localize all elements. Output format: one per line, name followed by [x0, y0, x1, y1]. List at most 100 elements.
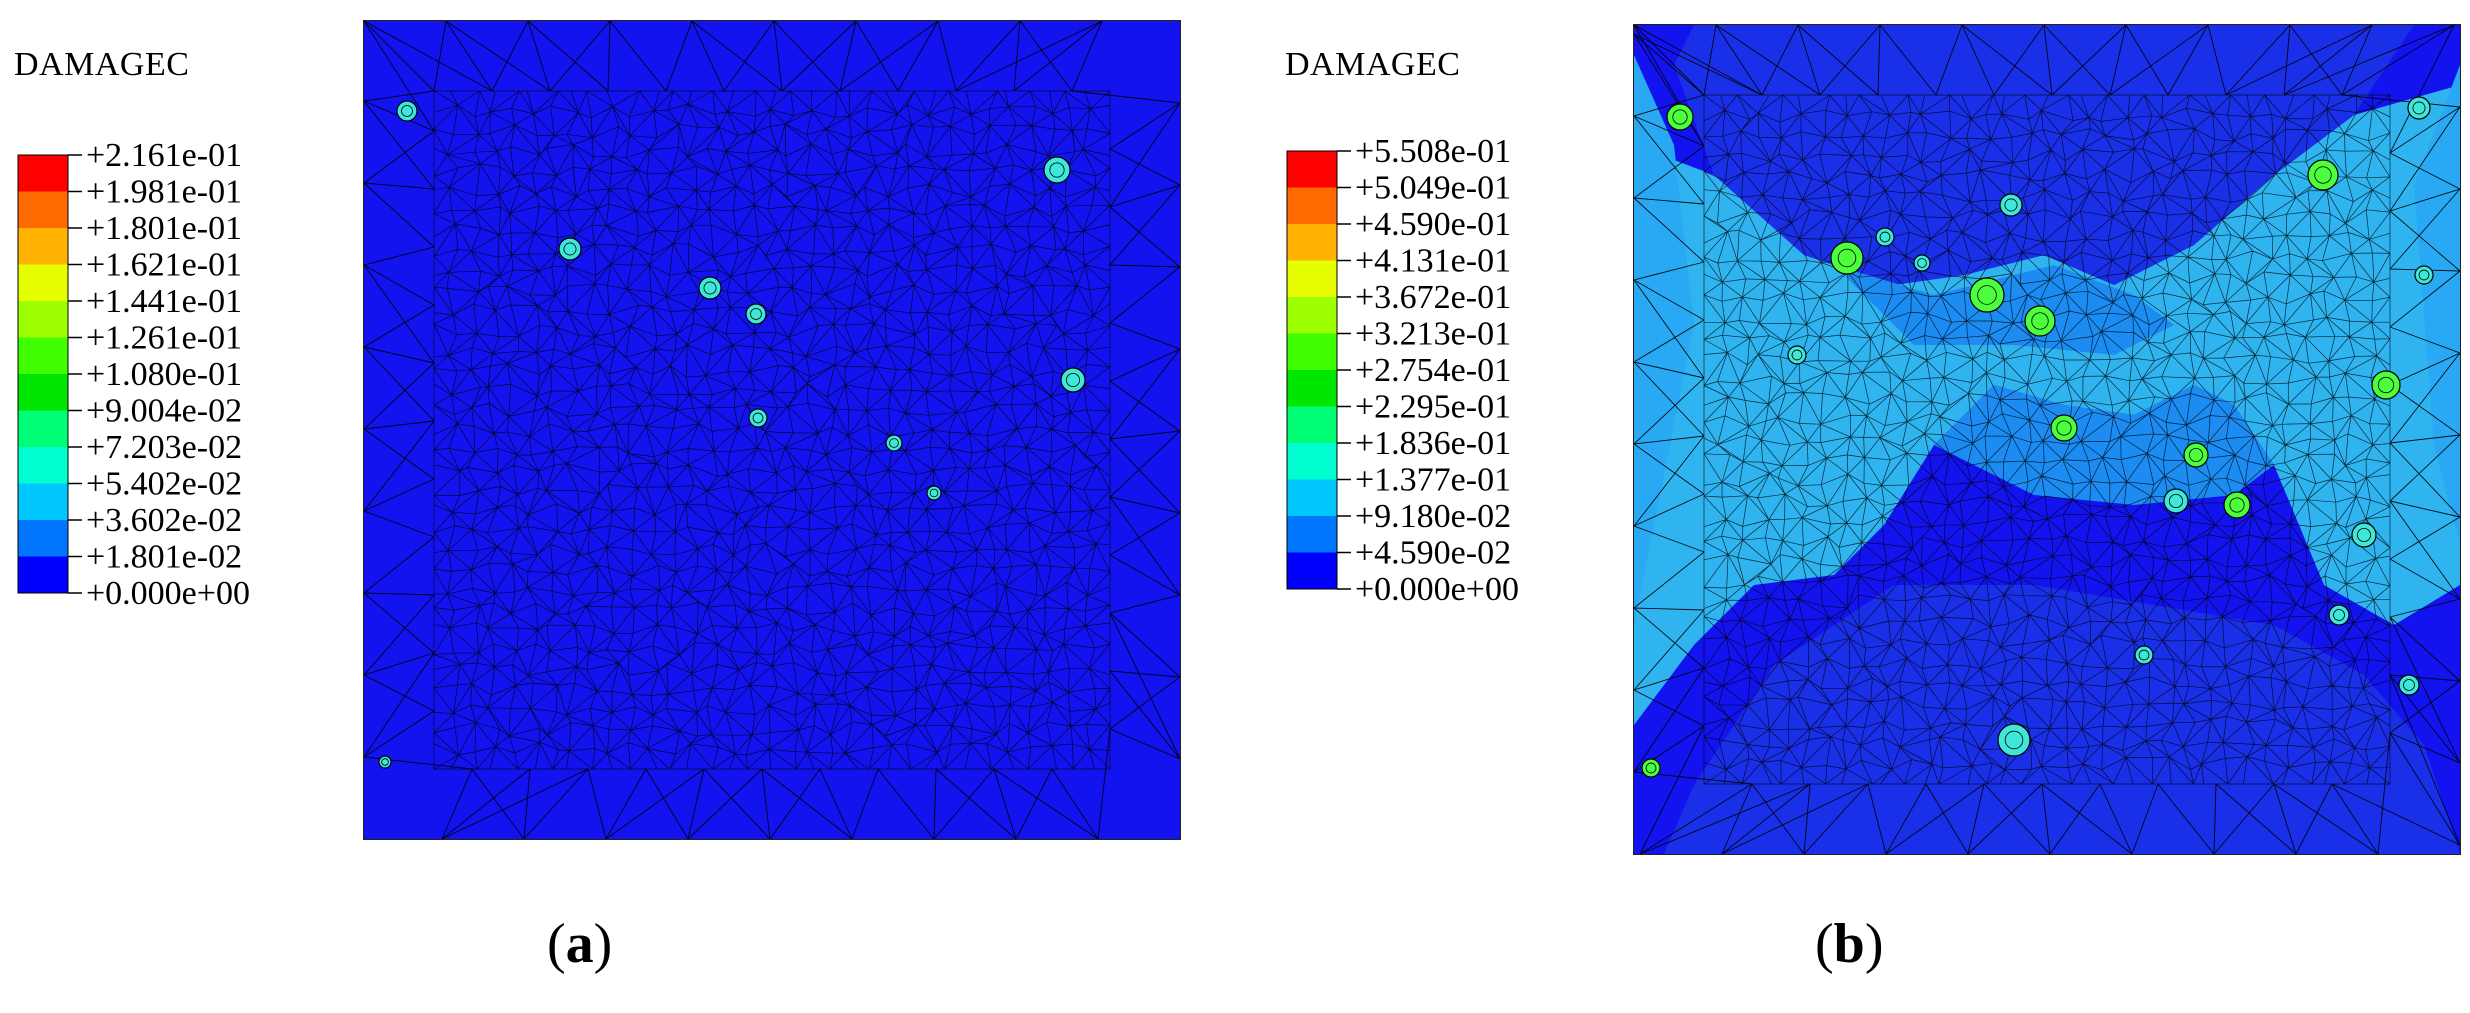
mesh-fine-elements — [1703, 94, 2391, 785]
inclusion — [1913, 254, 1931, 272]
legend-label: +1.836e-01 — [1355, 425, 1511, 462]
legend-title: DAMAGEC — [14, 46, 190, 83]
inclusion — [1969, 277, 2005, 313]
mesh-edges — [1634, 25, 2460, 854]
legend-swatch — [1287, 479, 1337, 516]
inclusion-core — [2333, 609, 2345, 621]
inclusion — [2223, 491, 2251, 519]
inclusion — [1875, 227, 1895, 247]
inclusion-core — [2314, 166, 2332, 184]
inclusion-core — [889, 438, 899, 448]
legend-label: +0.000e+00 — [86, 575, 250, 612]
figure-panel-b: DAMAGEC +5.508e-01 +5.049e-01 +4.590e-01 +4… — [1235, 0, 2470, 1013]
undamaged-region — [1934, 385, 2274, 505]
legend-swatch — [18, 374, 68, 411]
legend-label: +1.441e-01 — [86, 283, 242, 320]
inclusion — [926, 485, 942, 501]
legend-label: +1.261e-01 — [86, 320, 242, 357]
damage-region-light — [1634, 85, 2460, 725]
legend-label: +5.508e-01 — [1355, 133, 1511, 170]
legend-swatch — [18, 483, 68, 520]
legend-title: DAMAGEC — [1285, 46, 1461, 83]
inclusion-core — [1917, 258, 1927, 268]
inclusion — [2328, 604, 2350, 626]
inclusion — [2407, 96, 2431, 120]
inclusion-core — [381, 758, 389, 766]
inclusion — [1830, 241, 1864, 275]
legend-label: +2.295e-01 — [1355, 389, 1511, 426]
legend-label: +2.754e-01 — [1355, 352, 1511, 389]
legend-swatch — [1287, 516, 1337, 553]
legend-swatch — [18, 228, 68, 265]
legend-label: +9.004e-02 — [86, 393, 242, 430]
legend-swatch — [18, 556, 68, 593]
inclusion — [2024, 305, 2056, 337]
inclusion-core — [2418, 269, 2430, 281]
mesh-border-elements — [1634, 25, 2460, 854]
legend-swatch — [1287, 224, 1337, 261]
panel-caption: (a) — [547, 913, 613, 975]
legend-swatch — [18, 191, 68, 228]
legend-label: +5.049e-01 — [1355, 170, 1511, 207]
legend-label: +3.602e-02 — [86, 502, 242, 539]
legend-swatch — [1287, 370, 1337, 407]
inclusion — [2307, 159, 2339, 191]
legend-swatch — [1287, 333, 1337, 370]
inclusion-core — [563, 242, 577, 256]
undamaged-region — [1834, 265, 2174, 355]
inclusion — [2398, 674, 2420, 696]
inclusion-core — [2403, 679, 2415, 691]
legend-label: +3.213e-01 — [1355, 316, 1511, 353]
legend-label: +1.621e-01 — [86, 247, 242, 284]
legend-swatch — [18, 337, 68, 374]
inclusion — [1999, 193, 2023, 217]
color-legend: +5.508e-01+5.049e-01+4.590e-01+4.131e-01… — [1286, 133, 1519, 608]
legend-label: +9.180e-02 — [1355, 498, 1511, 535]
legend-label: +2.161e-01 — [86, 137, 242, 174]
inclusion-core — [2189, 447, 2204, 462]
inclusion-core — [1879, 231, 1891, 243]
inclusion — [378, 755, 392, 769]
legend-swatch — [18, 264, 68, 301]
legend-label: +1.080e-01 — [86, 356, 242, 393]
inclusion-core — [1066, 372, 1081, 387]
inclusion — [558, 237, 582, 261]
inclusion — [1666, 103, 1694, 131]
inclusion — [2183, 442, 2209, 468]
color-legend: +2.161e-01+1.981e-01+1.801e-01+1.621e-01… — [17, 137, 250, 612]
inclusion-core — [1791, 349, 1803, 361]
inclusion — [698, 276, 722, 300]
legend-swatch — [18, 447, 68, 484]
legend-swatch — [18, 410, 68, 447]
legend-label: +4.131e-01 — [1355, 243, 1511, 280]
inclusion-core — [1837, 248, 1857, 268]
inclusion-core — [2377, 376, 2395, 394]
inclusion-core — [2169, 493, 2184, 508]
inclusion — [745, 303, 767, 325]
legend-swatch — [1287, 552, 1337, 589]
inclusion-core — [752, 412, 764, 424]
legend-swatch — [1287, 260, 1337, 297]
inclusion — [2134, 645, 2154, 665]
inclusion-core — [1977, 285, 1997, 305]
inclusion-core — [2138, 649, 2150, 661]
legend-swatch — [18, 301, 68, 338]
legend-swatch — [18, 520, 68, 557]
inclusion-core — [401, 105, 413, 117]
damage-region-edge — [1634, 55, 1694, 625]
inclusion — [1043, 156, 1071, 184]
mesh-edges — [364, 21, 1180, 839]
inclusion — [1060, 367, 1086, 393]
inclusion-core — [1645, 762, 1657, 774]
legend-label: +1.801e-02 — [86, 539, 242, 576]
panel-caption: (b) — [1815, 913, 1884, 975]
legend-swatch — [1287, 406, 1337, 443]
inclusion — [2371, 370, 2401, 400]
inclusion-core — [929, 488, 939, 498]
inclusion-core — [2412, 101, 2426, 115]
inclusion — [1997, 723, 2031, 757]
mesh-background — [364, 21, 1180, 839]
legend-label: +3.672e-01 — [1355, 279, 1511, 316]
inclusion — [2050, 414, 2078, 442]
legend-label: +0.000e+00 — [1355, 571, 1519, 608]
